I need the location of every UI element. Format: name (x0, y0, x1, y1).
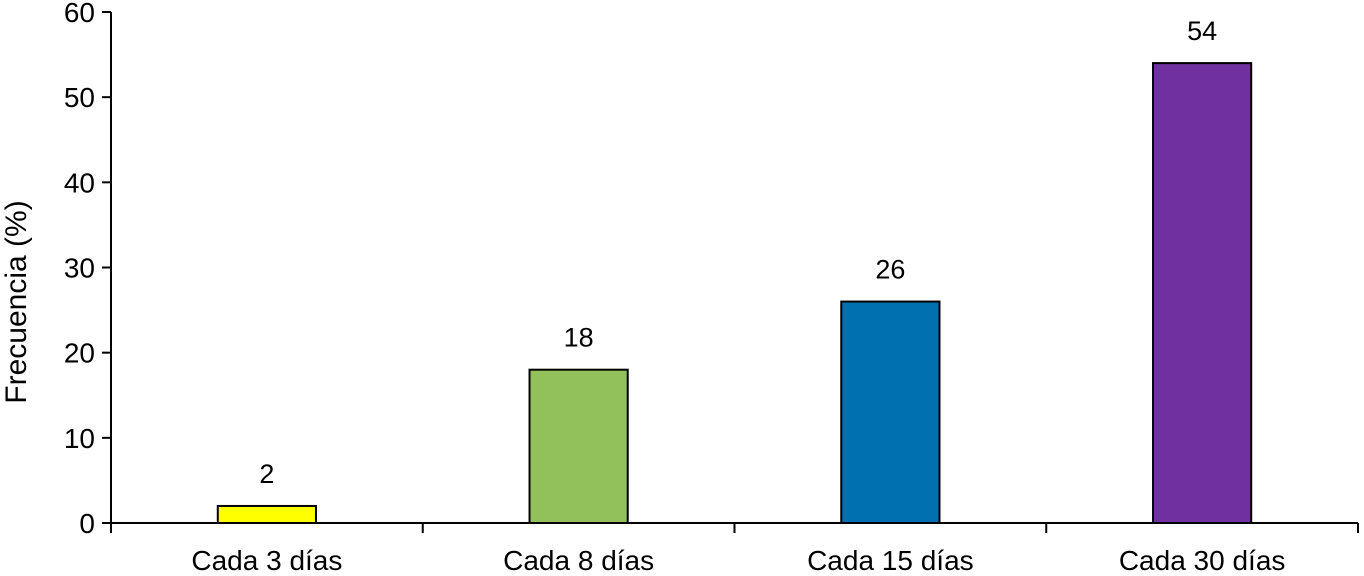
data-label: 26 (875, 255, 905, 285)
bar (1152, 62, 1253, 524)
bar (840, 300, 941, 525)
data-label: 18 (564, 323, 594, 353)
data-label: 54 (1187, 16, 1217, 46)
y-tick-label: 0 (79, 508, 95, 539)
bars (216, 62, 1253, 525)
y-tick-label: 50 (64, 82, 95, 113)
x-category-label: Cada 15 días (807, 545, 974, 576)
x-category-label: Cada 8 días (503, 545, 654, 576)
x-category-label: Cada 3 días (191, 545, 342, 576)
y-tick-label: 60 (64, 0, 95, 28)
bar (216, 504, 317, 525)
labels: 2 Cada 3 días 18 Cada 8 días 26 Cada 15 días 5… (191, 16, 1285, 576)
y-tick-label: 20 (64, 338, 95, 369)
y-tick-label: 30 (64, 253, 95, 284)
x-category-label: Cada 30 días (1119, 545, 1286, 576)
bar (528, 368, 629, 525)
y-axis-title: Frecuencia (%) (0, 200, 33, 403)
axes: 0 10 20 30 40 50 60 (64, 0, 1359, 539)
y-tick-label: 10 (64, 423, 95, 454)
data-label: 2 (259, 459, 274, 489)
y-axis-title-group: Frecuencia (%) (0, 200, 33, 403)
y-tick-label: 40 (64, 167, 95, 198)
